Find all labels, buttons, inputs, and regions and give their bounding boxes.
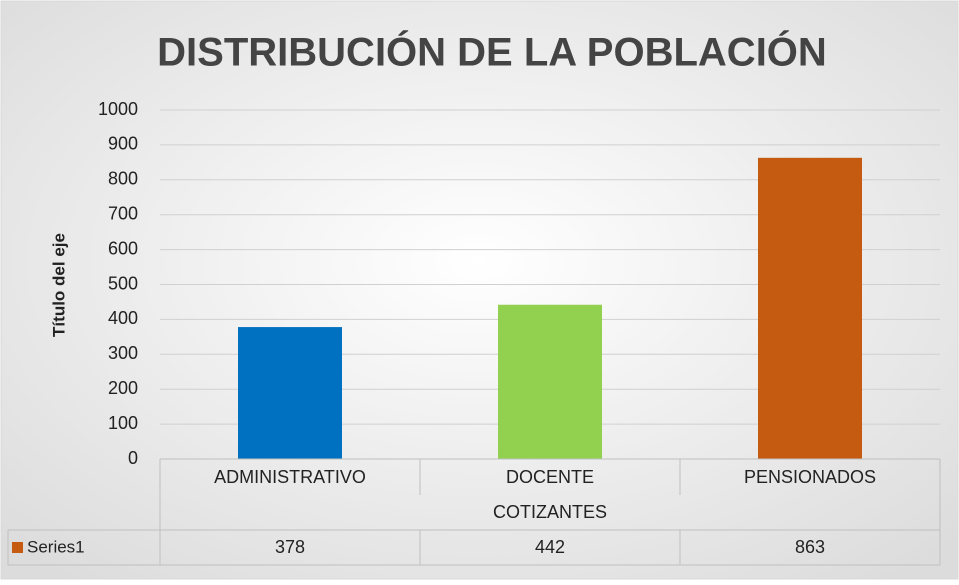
bar <box>498 304 602 459</box>
y-tick-label: 900 <box>108 134 138 154</box>
x-tick-label: DOCENTE <box>506 467 594 487</box>
x-tick-label: ADMINISTRATIVO <box>214 467 366 487</box>
table-value: 378 <box>275 537 305 557</box>
y-tick-label: 700 <box>108 203 138 223</box>
x-axis-title: COTIZANTES <box>493 502 607 522</box>
y-tick-label: 300 <box>108 343 138 363</box>
y-tick-label: 400 <box>108 308 138 328</box>
legend-key <box>12 542 23 553</box>
y-tick-label: 0 <box>128 448 138 468</box>
y-tick-label: 800 <box>108 169 138 189</box>
table-value: 863 <box>795 537 825 557</box>
bar <box>758 157 862 460</box>
x-tick-label: PENSIONADOS <box>744 467 876 487</box>
table-value: 442 <box>535 537 565 557</box>
y-tick-label: 100 <box>108 413 138 433</box>
bar <box>238 327 342 459</box>
legend-label: Series1 <box>27 537 85 556</box>
y-tick-label: 600 <box>108 238 138 258</box>
chart-title: DISTRIBUCIÓN DE LA POBLACIÓN <box>157 29 827 75</box>
y-tick-label: 1000 <box>98 99 138 119</box>
y-axis-title: Título del eje <box>49 233 68 337</box>
y-tick-label: 200 <box>108 378 138 398</box>
y-tick-label: 500 <box>108 273 138 293</box>
